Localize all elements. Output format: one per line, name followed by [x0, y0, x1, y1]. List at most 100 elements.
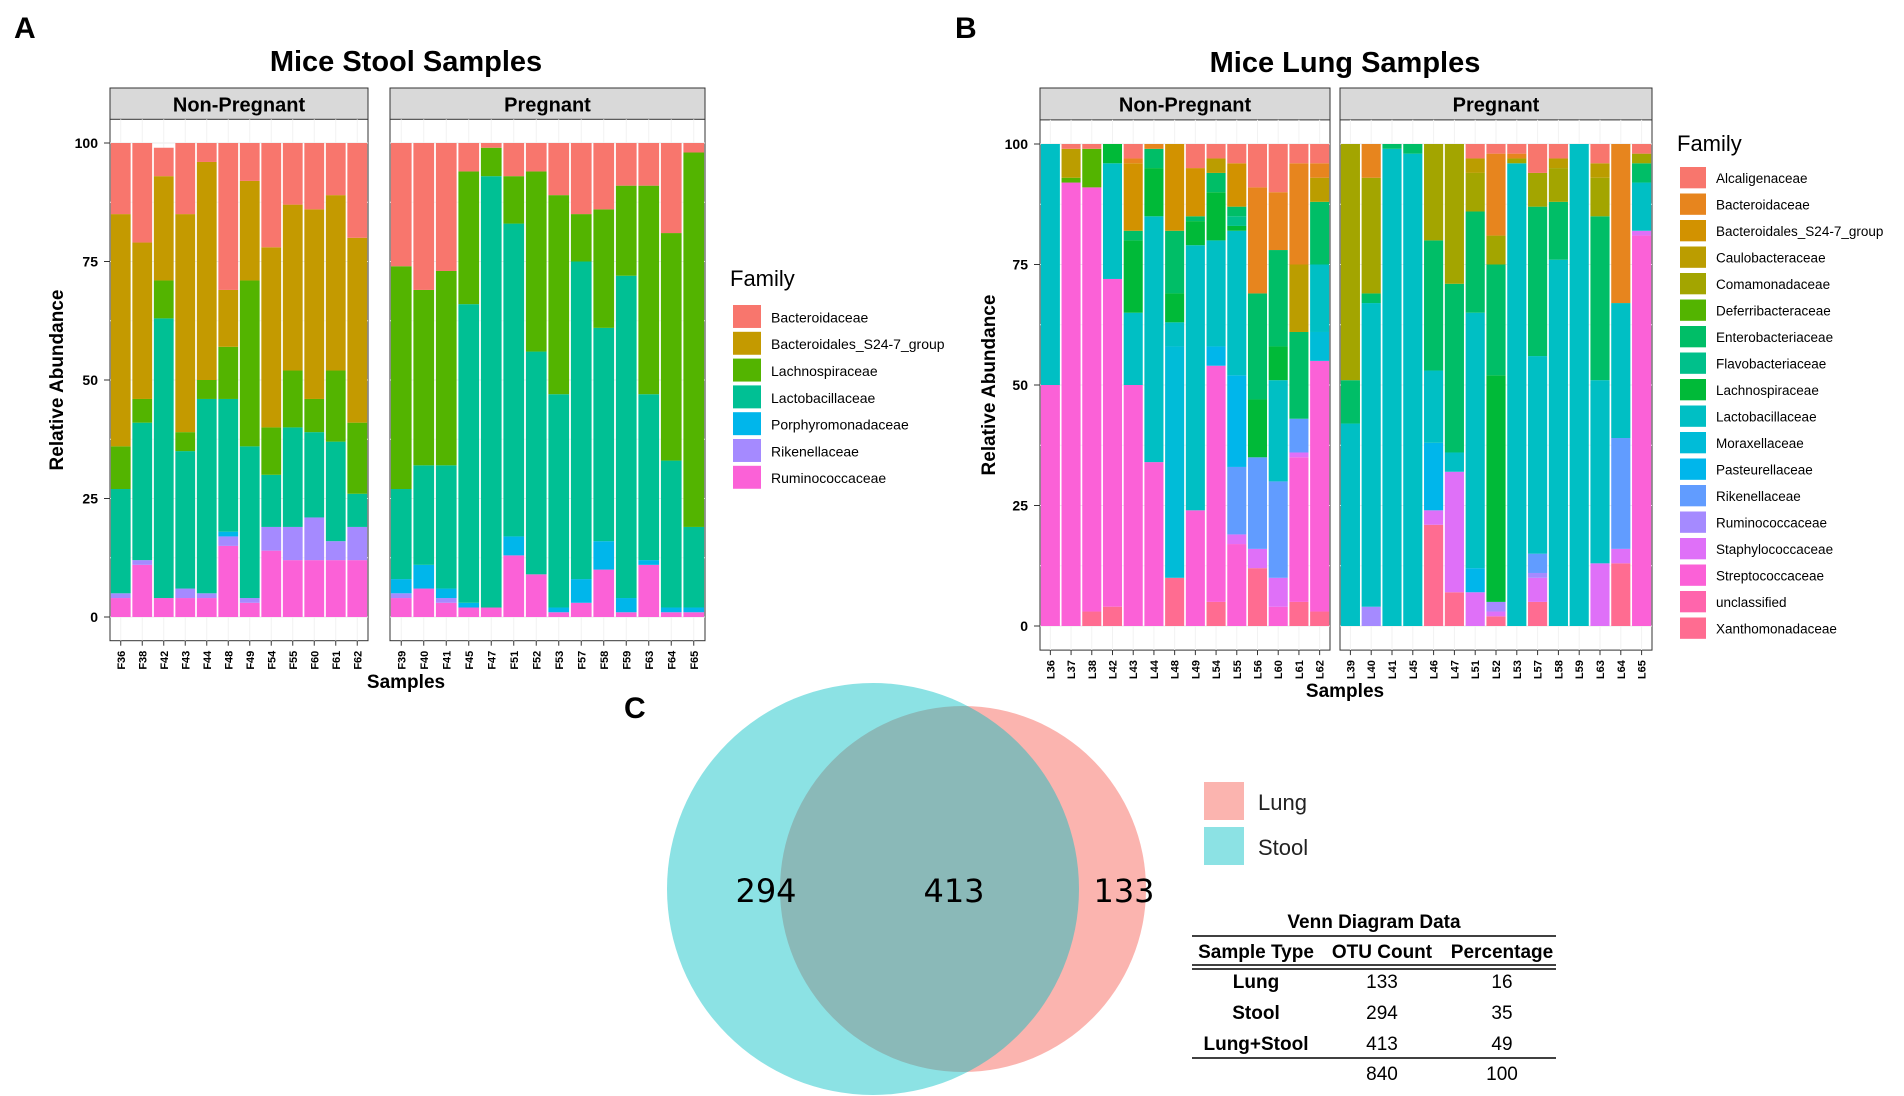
- stool-x-tick-label: F40: [419, 651, 431, 670]
- stool-x-tick-label: F47: [486, 651, 498, 670]
- venn-data-table: Venn Diagram Data Sample Type OTU Count …: [1192, 912, 1556, 1085]
- lung-bar-segment: [1227, 206, 1247, 217]
- panel-a-letter: A: [14, 12, 36, 45]
- lung-legend-swatch: [1680, 379, 1706, 401]
- stool-x-tick-label: F60: [309, 651, 321, 670]
- stool-bar-segment: [435, 143, 457, 271]
- lung-bar-segment: [1102, 278, 1123, 607]
- lung-bar-segment: [1361, 144, 1381, 178]
- lung-bar-segment: [1310, 611, 1330, 626]
- lung-bar-segment: [1361, 293, 1381, 304]
- stool-bar-segment: [660, 233, 682, 461]
- lung-bar-segment: [1165, 577, 1185, 626]
- stool-bar-segment: [570, 261, 592, 580]
- lung-bar-segment: [1465, 144, 1485, 159]
- lung-bar-segment: [1144, 216, 1164, 463]
- stool-legend-swatch: [733, 358, 761, 382]
- stool-bar-segment: [196, 398, 217, 594]
- lung-bar-segment: [1165, 322, 1185, 347]
- stool-bar-segment: [480, 176, 502, 608]
- lung-bar-segment: [1227, 466, 1247, 535]
- stool-bar-segment: [132, 242, 153, 399]
- lung-y-tick-label: 75: [1012, 257, 1028, 273]
- stool-bar-segment: [413, 465, 435, 565]
- lung-x-tick-label: L42: [1108, 660, 1120, 679]
- lung-facet-label: Non-Pregnant: [1119, 95, 1252, 117]
- stool-bar-segment: [110, 446, 131, 490]
- lung-x-tick-label: L62: [1315, 660, 1327, 679]
- lung-legend-label: Bacteroidaceae: [1716, 198, 1810, 213]
- lung-bar-segment: [1289, 163, 1309, 265]
- lung-bar-segment: [1247, 548, 1268, 569]
- lung-legend-swatch: [1680, 299, 1706, 321]
- lung-bar-segment: [1289, 144, 1309, 164]
- stool-bar-segment: [218, 545, 239, 617]
- lung-legend-swatch: [1680, 193, 1706, 215]
- lung-bar-segment: [1310, 144, 1330, 164]
- stool-bar-segment: [413, 289, 435, 466]
- lung-bar-segment: [1486, 235, 1506, 265]
- stool-bar-segment: [615, 612, 637, 617]
- lung-bar-segment: [1123, 158, 1143, 164]
- venn-intersection-count: 413: [923, 872, 984, 910]
- venn-lung-circle: [780, 706, 1146, 1072]
- lung-bar-segment: [1528, 172, 1548, 207]
- lung-bar-segment: [1123, 230, 1143, 241]
- table-header-otu-count: OTU Count: [1332, 942, 1433, 963]
- lung-legend-label: Xanthomonadaceae: [1716, 622, 1837, 637]
- stool-facet-strip: [389, 87, 706, 122]
- lung-x-tick-label: L59: [1574, 660, 1586, 679]
- lung-bar-segment: [1268, 481, 1288, 578]
- lung-bar-segment: [1528, 601, 1548, 626]
- lung-bar-segment: [1548, 201, 1568, 260]
- lung-bar-segment: [1247, 457, 1268, 549]
- lung-bar-segment: [1206, 158, 1226, 173]
- lung-x-tick-label: L45: [1408, 660, 1420, 679]
- stool-bar-segment: [548, 195, 570, 395]
- lung-legend-label: Streptococcaceae: [1716, 569, 1824, 584]
- stool-bar-segment: [683, 143, 705, 153]
- stool-bar-segment: [615, 598, 637, 613]
- lung-bar-segment: [1590, 177, 1610, 217]
- stool-bar-segment: [261, 247, 282, 428]
- lung-legend-label: Alcaligenaceae: [1716, 171, 1808, 186]
- lung-bar-segment: [1289, 418, 1309, 453]
- stool-bar-segment: [175, 598, 196, 617]
- lung-bar-segment: [1361, 177, 1381, 294]
- stool-bar-segment: [390, 266, 412, 490]
- lung-bar-segment: [1444, 144, 1464, 284]
- lung-bar-segment: [1632, 153, 1652, 164]
- stool-bar-segment: [196, 380, 217, 399]
- stool-bar-segment: [480, 147, 502, 177]
- lung-bar-segment: [1165, 293, 1185, 323]
- lung-bar-segment: [1206, 240, 1226, 347]
- venn-legend-lung-swatch: [1204, 782, 1244, 820]
- stool-x-tick-label: F59: [621, 651, 633, 670]
- lung-bar-segment: [1382, 148, 1402, 626]
- lung-bar-segment: [1486, 264, 1506, 376]
- lung-bar-segment: [1548, 158, 1568, 169]
- stool-bar-segment: [239, 598, 260, 603]
- stool-bar-segment: [390, 579, 412, 594]
- stool-x-tick-label: F62: [352, 651, 364, 670]
- lung-bar-segment: [1632, 182, 1652, 231]
- stool-bar-segment: [325, 195, 346, 371]
- stool-x-tick-label: F58: [599, 651, 611, 670]
- venn-legend-stool-swatch: [1204, 827, 1244, 865]
- stool-bar-segment: [218, 398, 239, 532]
- lung-x-tick-label: L46: [1429, 660, 1441, 679]
- lung-x-tick-label: L41: [1387, 660, 1399, 679]
- lung-bar-segment: [1247, 399, 1268, 458]
- stool-bar-segment: [480, 607, 502, 617]
- lung-bar-segment: [1507, 163, 1527, 626]
- lung-bar-segment: [1165, 346, 1185, 578]
- table-row-3-pct: 49: [1491, 1034, 1512, 1055]
- lung-bar-segment: [1144, 148, 1164, 169]
- stool-legend-swatch: [733, 412, 761, 436]
- stool-bar-segment: [570, 579, 592, 603]
- lung-x-tick-label: L58: [1553, 660, 1565, 679]
- lung-bar-segment: [1382, 144, 1402, 149]
- stool-x-tick-label: F52: [531, 651, 543, 670]
- stool-bar-segment: [239, 143, 260, 181]
- stool-x-tick-label: F41: [441, 651, 453, 670]
